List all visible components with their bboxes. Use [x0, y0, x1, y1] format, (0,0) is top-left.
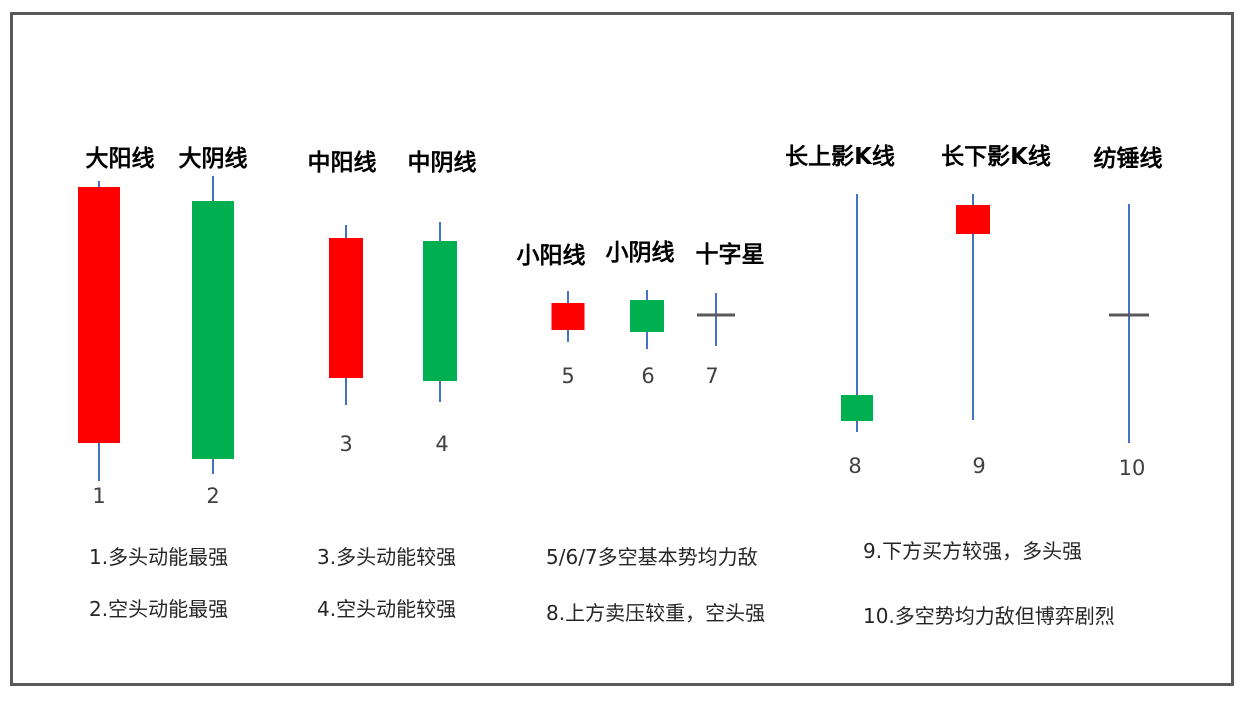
candle-2 — [192, 176, 234, 474]
candle-number-9: 9 — [972, 454, 985, 478]
note-4: 4.空头动能较强 — [317, 597, 456, 621]
candle-body-3 — [329, 238, 363, 378]
candle-title-2: 大阴线 — [179, 145, 248, 172]
candle-title-3: 中阳线 — [308, 149, 377, 176]
candle-number-8: 8 — [848, 454, 861, 478]
candle-title-6: 小阴线 — [606, 239, 675, 266]
candle-5 — [551, 291, 585, 342]
candle-title-8: 长上影K线 — [785, 143, 895, 170]
note-2: 2.空头动能最强 — [89, 597, 228, 621]
candle-number-2: 2 — [206, 484, 219, 508]
candle-8 — [841, 194, 873, 432]
candle-body-8 — [841, 395, 873, 421]
candle-10 — [1109, 204, 1149, 443]
candle-numbers: 1 2 3 4 5 6 7 8 9 10 — [92, 364, 1145, 508]
candle-body-6 — [630, 300, 664, 332]
candle-body-4 — [423, 241, 457, 381]
note-3: 3.多头动能较强 — [317, 545, 456, 569]
candle-number-6: 6 — [641, 364, 654, 388]
candle-number-10: 10 — [1119, 456, 1146, 480]
notes: 1.多头动能最强 2.空头动能最强 3.多头动能较强 4.空头动能较强 5/6/7多空基… — [89, 539, 1115, 628]
note-6: 8.上方卖压较重，空头强 — [546, 601, 765, 625]
candle-7 — [697, 293, 735, 346]
candle-number-3: 3 — [339, 432, 352, 456]
candle-6 — [630, 290, 664, 349]
candle-title-4: 中阴线 — [408, 149, 477, 176]
candle-4 — [423, 222, 457, 402]
candle-9 — [956, 194, 990, 420]
candle-title-9: 长下影K线 — [941, 143, 1051, 170]
candle-title-5: 小阳线 — [517, 242, 586, 269]
candle-body-1 — [78, 187, 120, 443]
note-1: 1.多头动能最强 — [89, 545, 228, 569]
candle-body-5 — [551, 303, 585, 330]
candle-3 — [329, 225, 363, 405]
candle-1 — [78, 181, 120, 481]
candle-number-1: 1 — [92, 484, 105, 508]
candle-title-1: 大阳线 — [86, 145, 155, 172]
diagram-frame — [10, 12, 1234, 686]
note-8: 10.多空势均力敌但博弈剧烈 — [863, 604, 1115, 628]
candle-number-7: 7 — [705, 364, 718, 388]
candle-title-7: 十字星 — [696, 241, 765, 268]
candle-number-4: 4 — [435, 432, 448, 456]
note-5: 5/6/7多空基本势均力敌 — [546, 545, 758, 569]
candle-number-5: 5 — [561, 364, 574, 388]
candle-body-9 — [956, 205, 990, 234]
note-7: 9.下方买方较强，多头强 — [863, 539, 1082, 563]
candle-title-10: 纺锤线 — [1094, 145, 1163, 172]
candles — [78, 176, 1149, 481]
candle-body-2 — [192, 201, 234, 459]
